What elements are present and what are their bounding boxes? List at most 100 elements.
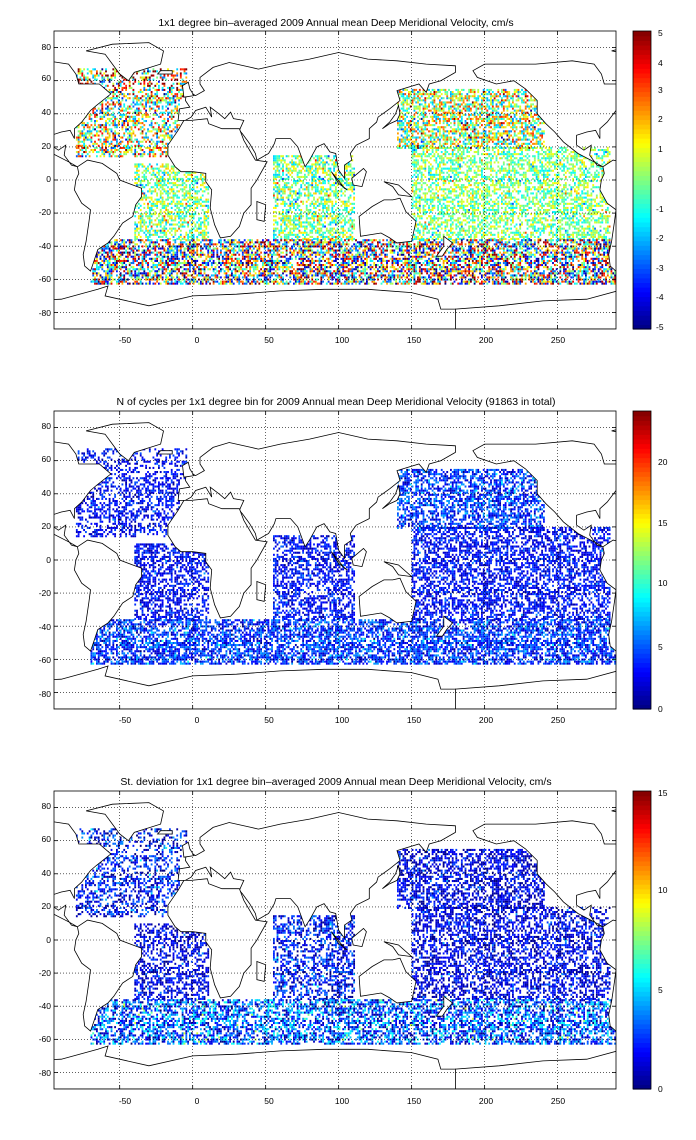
data-cell xyxy=(161,202,164,205)
data-cell xyxy=(522,142,525,145)
data-cell xyxy=(429,134,432,137)
data-cell xyxy=(77,126,80,129)
data-cell xyxy=(123,113,126,116)
data-cell xyxy=(437,109,440,112)
data-cell xyxy=(150,142,153,145)
data-cell xyxy=(440,146,443,149)
data-cell xyxy=(340,221,343,224)
data-cell xyxy=(128,130,131,133)
data-cell xyxy=(493,138,496,141)
data-cell xyxy=(154,219,157,222)
data-cell xyxy=(304,229,306,232)
data-cell xyxy=(141,221,144,224)
data-cell xyxy=(453,132,456,135)
data-cell xyxy=(189,184,191,187)
data-cell xyxy=(417,146,419,149)
data-cell xyxy=(325,229,328,232)
data-cell xyxy=(187,173,190,176)
data-cell xyxy=(293,198,295,201)
data-cell xyxy=(512,101,514,104)
data-cell xyxy=(442,122,445,125)
data-cell xyxy=(327,198,330,201)
data-cell xyxy=(597,231,600,234)
data-cell xyxy=(141,76,144,79)
data-cell xyxy=(108,155,111,158)
data-cell xyxy=(471,124,474,127)
data-cell xyxy=(167,196,169,199)
data-cell xyxy=(296,175,299,178)
data-cell xyxy=(475,140,478,143)
data-cell xyxy=(136,72,138,75)
data-cell xyxy=(327,155,330,158)
data-cell xyxy=(406,132,409,135)
data-cell xyxy=(274,173,277,176)
data-cell xyxy=(513,105,516,108)
data-cell xyxy=(311,165,314,168)
data-cell xyxy=(453,142,456,145)
data-cell xyxy=(282,202,284,205)
data-cell xyxy=(283,227,286,230)
data-cell xyxy=(170,117,173,120)
data-cell xyxy=(309,211,312,214)
data-cell xyxy=(282,173,284,176)
data-cell xyxy=(347,237,350,240)
data-cell xyxy=(351,159,354,162)
data-cell xyxy=(178,200,180,203)
data-cell xyxy=(161,76,164,79)
data-cell xyxy=(313,237,315,240)
data-cell xyxy=(466,95,469,98)
data-cell xyxy=(535,132,538,135)
data-cell xyxy=(444,227,447,230)
data-cell xyxy=(176,97,179,100)
data-cell xyxy=(457,97,460,100)
data-cell xyxy=(422,136,425,139)
data-cell xyxy=(170,97,173,100)
data-cell xyxy=(196,190,199,193)
data-cell xyxy=(201,194,204,197)
data-cell xyxy=(128,149,131,152)
data-cell xyxy=(314,180,317,183)
data-cell xyxy=(273,196,275,199)
data-cell xyxy=(194,229,197,232)
data-cell xyxy=(484,136,487,139)
data-cell xyxy=(273,223,275,226)
data-cell xyxy=(568,235,571,238)
data-cell xyxy=(189,173,191,176)
data-cell xyxy=(85,144,87,147)
data-cell xyxy=(404,120,407,123)
data-cell xyxy=(161,184,164,187)
data-cell xyxy=(502,225,505,228)
data-cell xyxy=(347,211,350,214)
data-cell xyxy=(143,138,146,141)
data-cell xyxy=(158,107,160,110)
data-cell xyxy=(439,140,441,143)
data-cell xyxy=(130,138,133,141)
data-cell xyxy=(313,202,315,205)
data-cell xyxy=(201,184,204,187)
data-cell xyxy=(459,231,461,234)
data-cell xyxy=(136,151,138,154)
data-cell xyxy=(515,111,518,114)
data-cell xyxy=(329,194,332,197)
data-cell xyxy=(488,113,491,116)
data-cell xyxy=(86,146,89,149)
data-cell xyxy=(101,149,104,152)
data-cell xyxy=(163,202,166,205)
data-cell xyxy=(468,117,471,120)
data-cell xyxy=(338,177,341,180)
data-cell xyxy=(495,134,498,137)
data-cell xyxy=(139,155,142,158)
data-cell xyxy=(457,91,460,94)
data-cell xyxy=(178,177,180,180)
data-cell xyxy=(519,136,522,139)
data-cell xyxy=(331,202,334,205)
data-cell xyxy=(331,215,334,218)
data-cell xyxy=(110,128,113,131)
data-cell xyxy=(345,204,348,207)
data-cell xyxy=(428,95,430,98)
data-cell xyxy=(345,163,348,166)
data-cell xyxy=(513,126,516,129)
data-cell xyxy=(154,229,157,232)
data-cell xyxy=(533,120,536,123)
data-cell xyxy=(606,229,609,232)
